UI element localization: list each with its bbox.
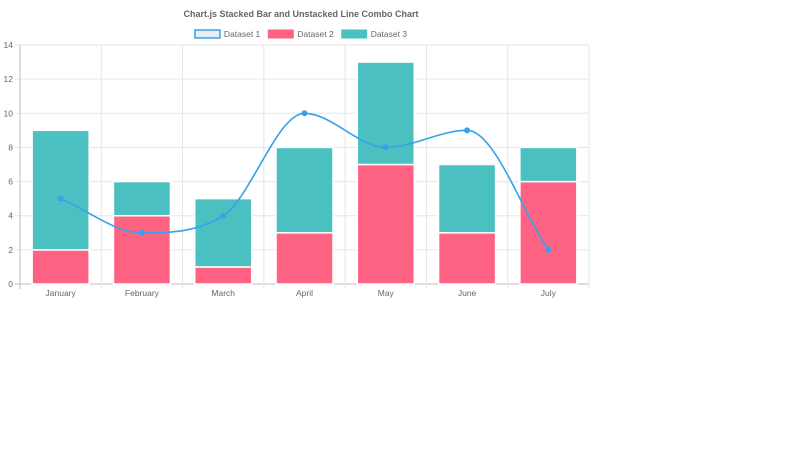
y-tick-label: 10 — [4, 108, 14, 118]
x-tick-label: May — [378, 288, 395, 298]
x-tick-label: July — [541, 288, 557, 298]
legend-swatch — [341, 29, 368, 39]
line-point — [138, 229, 145, 236]
bar — [519, 146, 578, 183]
x-tick-label: March — [211, 288, 235, 298]
x-tick-label: April — [296, 288, 313, 298]
line-point — [464, 127, 471, 134]
legend-swatch — [194, 29, 221, 39]
bar — [193, 266, 253, 285]
bar — [437, 163, 497, 234]
y-tick-label: 12 — [4, 74, 14, 84]
bar — [275, 232, 334, 285]
axes: 0 2 4 6 8 10 12 14 January February March April May J… — [4, 40, 557, 298]
bar — [193, 197, 253, 268]
line-point — [301, 110, 308, 117]
legend-swatch — [267, 29, 294, 39]
bar — [437, 232, 497, 285]
x-tick-label: February — [125, 288, 160, 298]
x-tick-label: June — [458, 288, 477, 298]
line-series — [57, 110, 552, 253]
bar — [112, 214, 172, 285]
bar — [275, 146, 334, 234]
y-tick-label: 6 — [8, 177, 13, 187]
x-tick-label: January — [46, 288, 77, 298]
bar — [31, 129, 90, 251]
line-point — [382, 144, 389, 151]
chart-title: Chart.js Stacked Bar and Unstacked Line … — [183, 9, 418, 19]
legend-label: Dataset 1 — [224, 29, 261, 39]
y-tick-label: 8 — [8, 142, 13, 152]
y-tick-label: 2 — [8, 245, 13, 255]
y-tick-label: 0 — [8, 279, 13, 289]
bar — [112, 180, 172, 217]
y-tick-label: 4 — [8, 211, 13, 221]
line-point — [220, 212, 227, 219]
bars — [31, 61, 578, 285]
legend: Dataset 1 Dataset 2 Dataset 3 — [194, 29, 408, 39]
legend-label: Dataset 3 — [371, 29, 408, 39]
y-tick-label: 14 — [4, 40, 14, 50]
bar — [519, 180, 578, 285]
line-point — [57, 195, 64, 202]
bar — [31, 249, 90, 285]
legend-label: Dataset 2 — [297, 29, 334, 39]
line-point — [545, 246, 552, 253]
bar — [356, 163, 416, 285]
